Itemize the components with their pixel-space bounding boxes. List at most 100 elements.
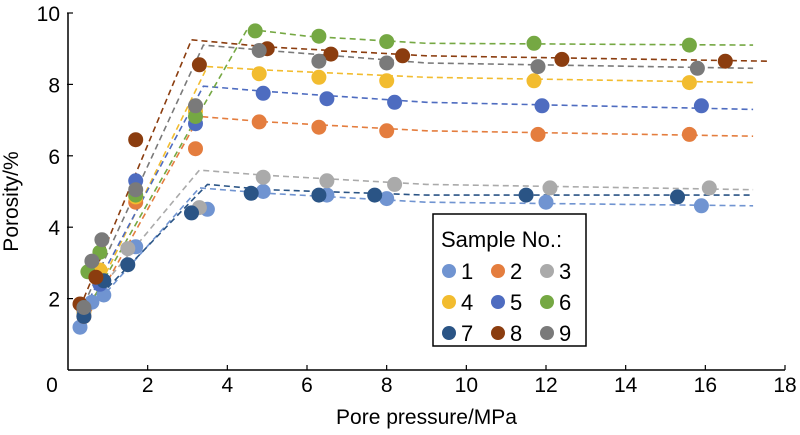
data-point	[188, 141, 203, 157]
fit-line-sample-8	[79, 38, 770, 308]
data-point	[323, 46, 339, 62]
fit-lines	[79, 28, 770, 324]
series-sample-7	[76, 185, 685, 324]
data-point	[84, 253, 100, 269]
data-point	[701, 180, 717, 196]
legend-label: 2	[510, 259, 522, 284]
data-point	[670, 189, 685, 205]
fit-line-sample-3	[79, 169, 754, 314]
data-point	[554, 51, 570, 67]
data-point	[526, 35, 542, 51]
x-axis-title: Pore pressure/MPa	[336, 406, 517, 429]
series-sample-1	[72, 184, 709, 335]
fit-line-sample-6	[79, 28, 754, 323]
legend-item-sample-7: 7	[442, 321, 473, 346]
data-point	[243, 185, 259, 201]
legend-item-sample-4: 4	[442, 290, 473, 315]
data-point	[188, 109, 203, 124]
data-point	[526, 73, 542, 89]
legend-label: 6	[559, 290, 571, 315]
data-point	[534, 98, 550, 114]
legend-title: Sample No.:	[441, 227, 562, 252]
legend-label: 3	[559, 259, 571, 284]
data-point	[94, 232, 110, 248]
data-point	[128, 182, 144, 198]
series-sample-3	[76, 169, 717, 321]
legend-marker	[540, 264, 554, 278]
fit-line-sample-9	[79, 44, 754, 314]
legend-marker	[540, 295, 554, 309]
data-point	[379, 73, 395, 89]
data-point	[128, 132, 144, 148]
legend-items: 1 2 3 4 5 6 7 8 9	[442, 259, 571, 346]
legend-item-sample-6: 6	[540, 290, 571, 315]
data-point	[120, 241, 136, 257]
legend-item-sample-5: 5	[491, 290, 522, 315]
data-point	[367, 187, 383, 203]
legend-item-sample-2: 2	[491, 259, 522, 284]
data-point	[717, 53, 733, 69]
data-point	[530, 126, 546, 142]
legend-item-sample-3: 3	[540, 259, 571, 284]
data-point	[311, 69, 327, 85]
data-point	[255, 184, 271, 199]
y-tick-label: 4	[48, 217, 60, 240]
data-point	[689, 60, 705, 76]
data-point	[319, 91, 335, 107]
x-tick-label: 8	[381, 374, 393, 397]
y-tick-label: 10	[37, 3, 60, 26]
data-point	[379, 191, 395, 207]
y-tick-label: 8	[48, 74, 60, 97]
data-point	[693, 98, 709, 114]
data-point	[255, 169, 271, 185]
x-tick-label: 12	[534, 374, 557, 397]
fit-line-sample-4	[83, 65, 754, 319]
data-point	[311, 187, 327, 203]
x-ticks: 0 2 4 6 8 10 12 14 16 18	[46, 365, 797, 397]
x-tick-label: 16	[694, 374, 717, 397]
data-points	[72, 23, 733, 335]
data-point	[247, 23, 263, 39]
legend-label: 7	[461, 321, 473, 346]
x-tick-label: 2	[142, 374, 154, 397]
legend-marker	[442, 295, 456, 309]
data-point	[530, 59, 546, 75]
legend-marker	[442, 264, 456, 278]
series-sample-8	[72, 41, 733, 312]
y-axis-title: Porosity/%	[0, 151, 23, 251]
data-point	[191, 57, 207, 73]
data-point	[88, 269, 104, 285]
y-tick-label: 2	[48, 289, 60, 312]
y-tick-label: 6	[48, 146, 60, 169]
data-point	[681, 37, 697, 53]
data-point	[120, 257, 136, 273]
data-point	[681, 75, 697, 91]
data-point	[251, 66, 267, 82]
data-point	[518, 187, 534, 203]
x-tick-label: 6	[301, 374, 313, 397]
legend-marker	[491, 295, 505, 309]
legend-label: 5	[510, 290, 522, 315]
x-tick-label: 0	[46, 374, 58, 397]
series-sample-9	[76, 43, 705, 315]
data-point	[76, 300, 92, 315]
series-sample-6	[80, 23, 697, 280]
legend-label: 8	[510, 321, 522, 346]
data-point	[693, 198, 709, 214]
x-tick-label: 10	[455, 374, 478, 397]
legend-item-sample-8: 8	[491, 321, 522, 346]
legend: Sample No.: 1 2 3 4 5 6 7 8 9	[432, 213, 587, 347]
data-point	[379, 123, 395, 139]
data-point	[379, 55, 395, 71]
fit-line-sample-1	[79, 187, 754, 323]
x-tick-label: 18	[773, 374, 796, 397]
legend-label: 9	[559, 321, 571, 346]
data-point	[395, 48, 411, 64]
data-point	[311, 53, 327, 69]
legend-marker	[491, 326, 505, 340]
data-point	[387, 176, 403, 192]
data-point	[681, 126, 697, 142]
